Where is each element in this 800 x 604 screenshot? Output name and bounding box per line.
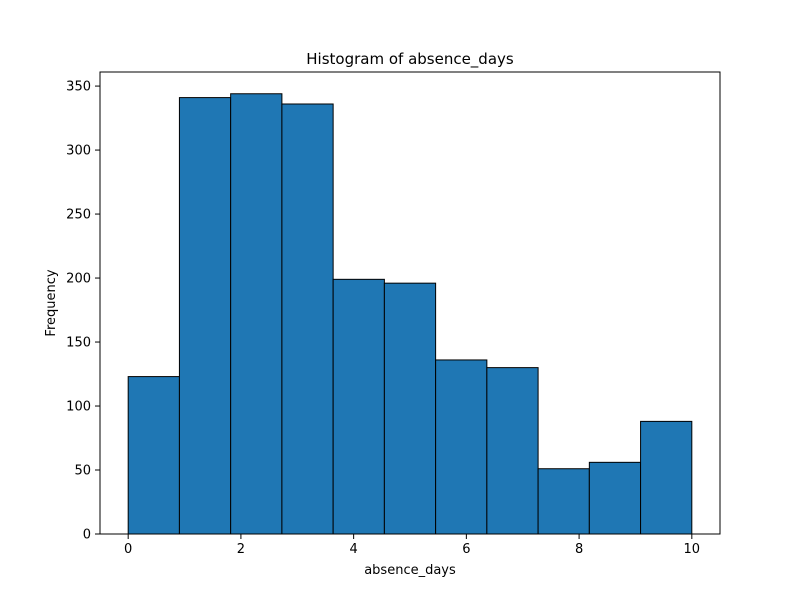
y-tick-label: 50 [74,464,91,479]
chart-title: Histogram of absence_days [306,50,514,69]
x-tick-label: 6 [462,542,470,557]
x-tick-label: 8 [575,542,583,557]
x-axis-label: absence_days [364,563,456,578]
histogram-bar [281,103,334,535]
histogram-bar [383,282,437,535]
y-tick-label: 300 [66,144,91,159]
y-axis-label: Frequency [44,269,59,336]
y-tick-label: 100 [66,400,91,415]
histogram-bar [537,468,590,535]
histogram-bar [127,376,180,535]
x-tick-label: 0 [124,542,132,557]
y-tick-label: 350 [66,80,91,95]
histogram-bar [332,278,385,535]
y-tick-label: 150 [66,336,91,351]
x-tick-label: 10 [684,542,701,557]
histogram-bar [640,420,693,535]
x-tick-label: 4 [349,542,357,557]
x-tick-label: 2 [237,542,245,557]
histogram-bar [230,93,283,535]
y-tick-label: 250 [66,208,91,223]
y-axis-ticks: 0 50 100 150 200 250 300 350 [66,80,100,543]
histogram-bar [588,461,642,535]
bars-layer [127,93,693,535]
histogram-bar [435,359,488,535]
histogram-bar [178,97,232,535]
x-axis-ticks: 0 2 4 6 8 10 [124,534,700,557]
y-tick-label: 0 [83,528,91,543]
histogram-bar [486,367,539,535]
axes-frame [99,71,721,535]
y-tick-label: 200 [66,272,91,287]
